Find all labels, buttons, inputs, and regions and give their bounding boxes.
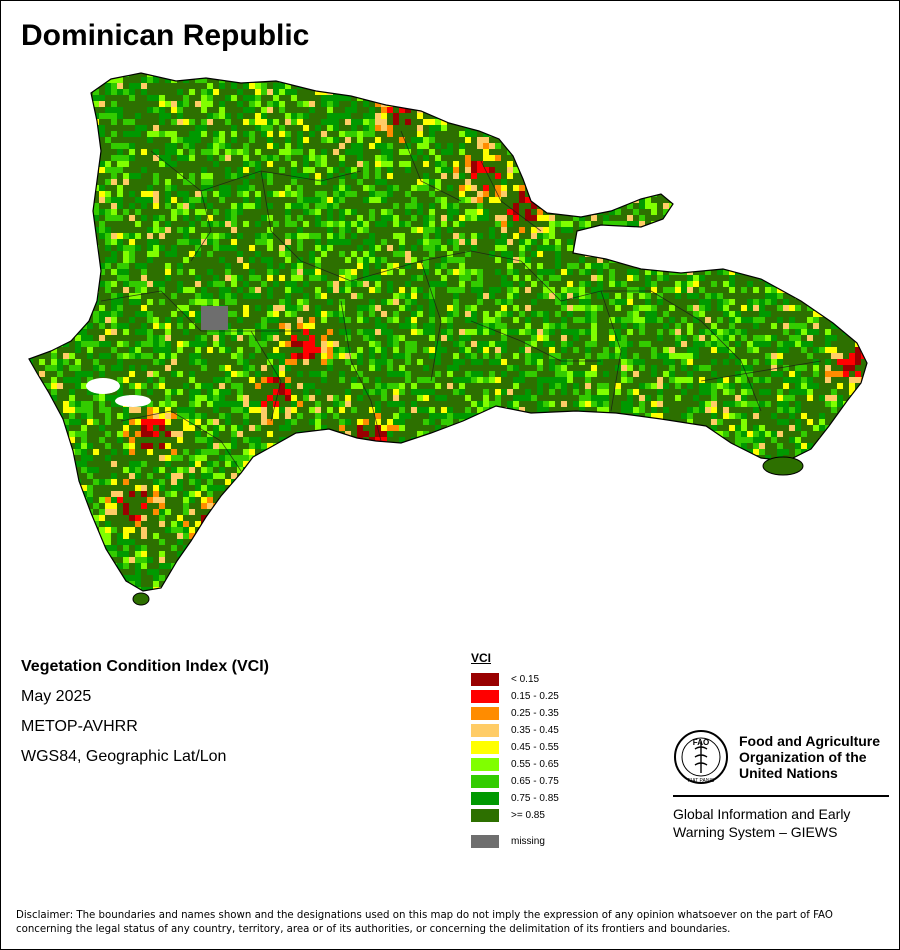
isla-beata (132, 592, 150, 606)
fao-name-line-2: Organization of the (739, 749, 867, 765)
legend-row: 0.75 - 0.85 (471, 790, 559, 807)
disclaimer: Disclaimer: The boundaries and names sho… (16, 910, 833, 935)
legend-swatch (471, 775, 499, 788)
fao-name: Food and Agriculture Organization of the… (739, 733, 880, 781)
period: May 2025 (21, 688, 92, 705)
fao-motto: FIAT PANIS (688, 778, 715, 784)
lake-saumatre (115, 395, 151, 407)
legend-label: 0.25 - 0.35 (511, 708, 559, 719)
legend-label: 0.35 - 0.45 (511, 725, 559, 736)
giews-line-2: Warning System – GIEWS (673, 824, 838, 840)
legend-swatch (471, 792, 499, 805)
lake-enriquillo (86, 378, 120, 394)
vci-legend: VCI < 0.15 0.15 - 0.25 0.25 - 0.35 0.35 - 0… (471, 651, 559, 850)
vci-map (28, 72, 868, 606)
fao-name-line-3: United Nations (739, 765, 838, 781)
legend-row: 0.65 - 0.75 (471, 773, 559, 790)
legend-label: 0.15 - 0.25 (511, 691, 559, 702)
index-name: Vegetation Condition Index (VCI) (21, 658, 269, 675)
legend-swatch (471, 741, 499, 754)
legend-row: < 0.15 (471, 671, 559, 688)
legend-row: 0.15 - 0.25 (471, 688, 559, 705)
legend-swatch-missing (471, 835, 499, 848)
giews-name: Global Information and Early Warning Sys… (673, 805, 889, 841)
legend-swatch (471, 724, 499, 737)
fao-emblem-icon: FAO FIAT PANIS (674, 730, 728, 784)
province-boundaries (100, 130, 822, 472)
isla-saona (762, 456, 804, 476)
map-info: Vegetation Condition Index (VCI) May 202… (21, 657, 269, 777)
legend-swatch (471, 690, 499, 703)
map-title: Dominican Republic (21, 19, 310, 52)
legend-label: >= 0.85 (511, 810, 545, 821)
legend-label: 0.75 - 0.85 (511, 793, 559, 804)
legend-label: 0.45 - 0.55 (511, 742, 559, 753)
legend-label: 0.65 - 0.75 (511, 776, 559, 787)
legend-title: VCI (471, 651, 492, 665)
projection: WGS84, Geographic Lat/Lon (21, 748, 227, 765)
legend-label: < 0.15 (511, 674, 540, 685)
fao-emblem-text: FAO (693, 738, 709, 747)
legend-swatch (471, 809, 499, 822)
fao-logo-block: FAO FIAT PANIS Food and Agriculture Orga… (673, 729, 889, 841)
legend-row: >= 0.85 (471, 807, 559, 824)
legend-swatch (471, 673, 499, 686)
legend-row: 0.25 - 0.35 (471, 705, 559, 722)
sensor: METOP-AVHRR (21, 718, 138, 735)
legend-row: 0.35 - 0.45 (471, 722, 559, 739)
fao-name-line-1: Food and Agriculture (739, 733, 881, 749)
legend-swatch (471, 758, 499, 771)
legend-label-missing: missing (511, 836, 545, 847)
legend-label: 0.55 - 0.65 (511, 759, 559, 770)
fao-divider (673, 795, 889, 797)
giews-line-1: Global Information and Early (673, 806, 851, 822)
legend-row: 0.45 - 0.55 (471, 739, 559, 756)
missing-data-patch (201, 306, 228, 330)
legend-missing: missing (471, 833, 559, 850)
legend-row: 0.55 - 0.65 (471, 756, 559, 773)
legend-swatch (471, 707, 499, 720)
